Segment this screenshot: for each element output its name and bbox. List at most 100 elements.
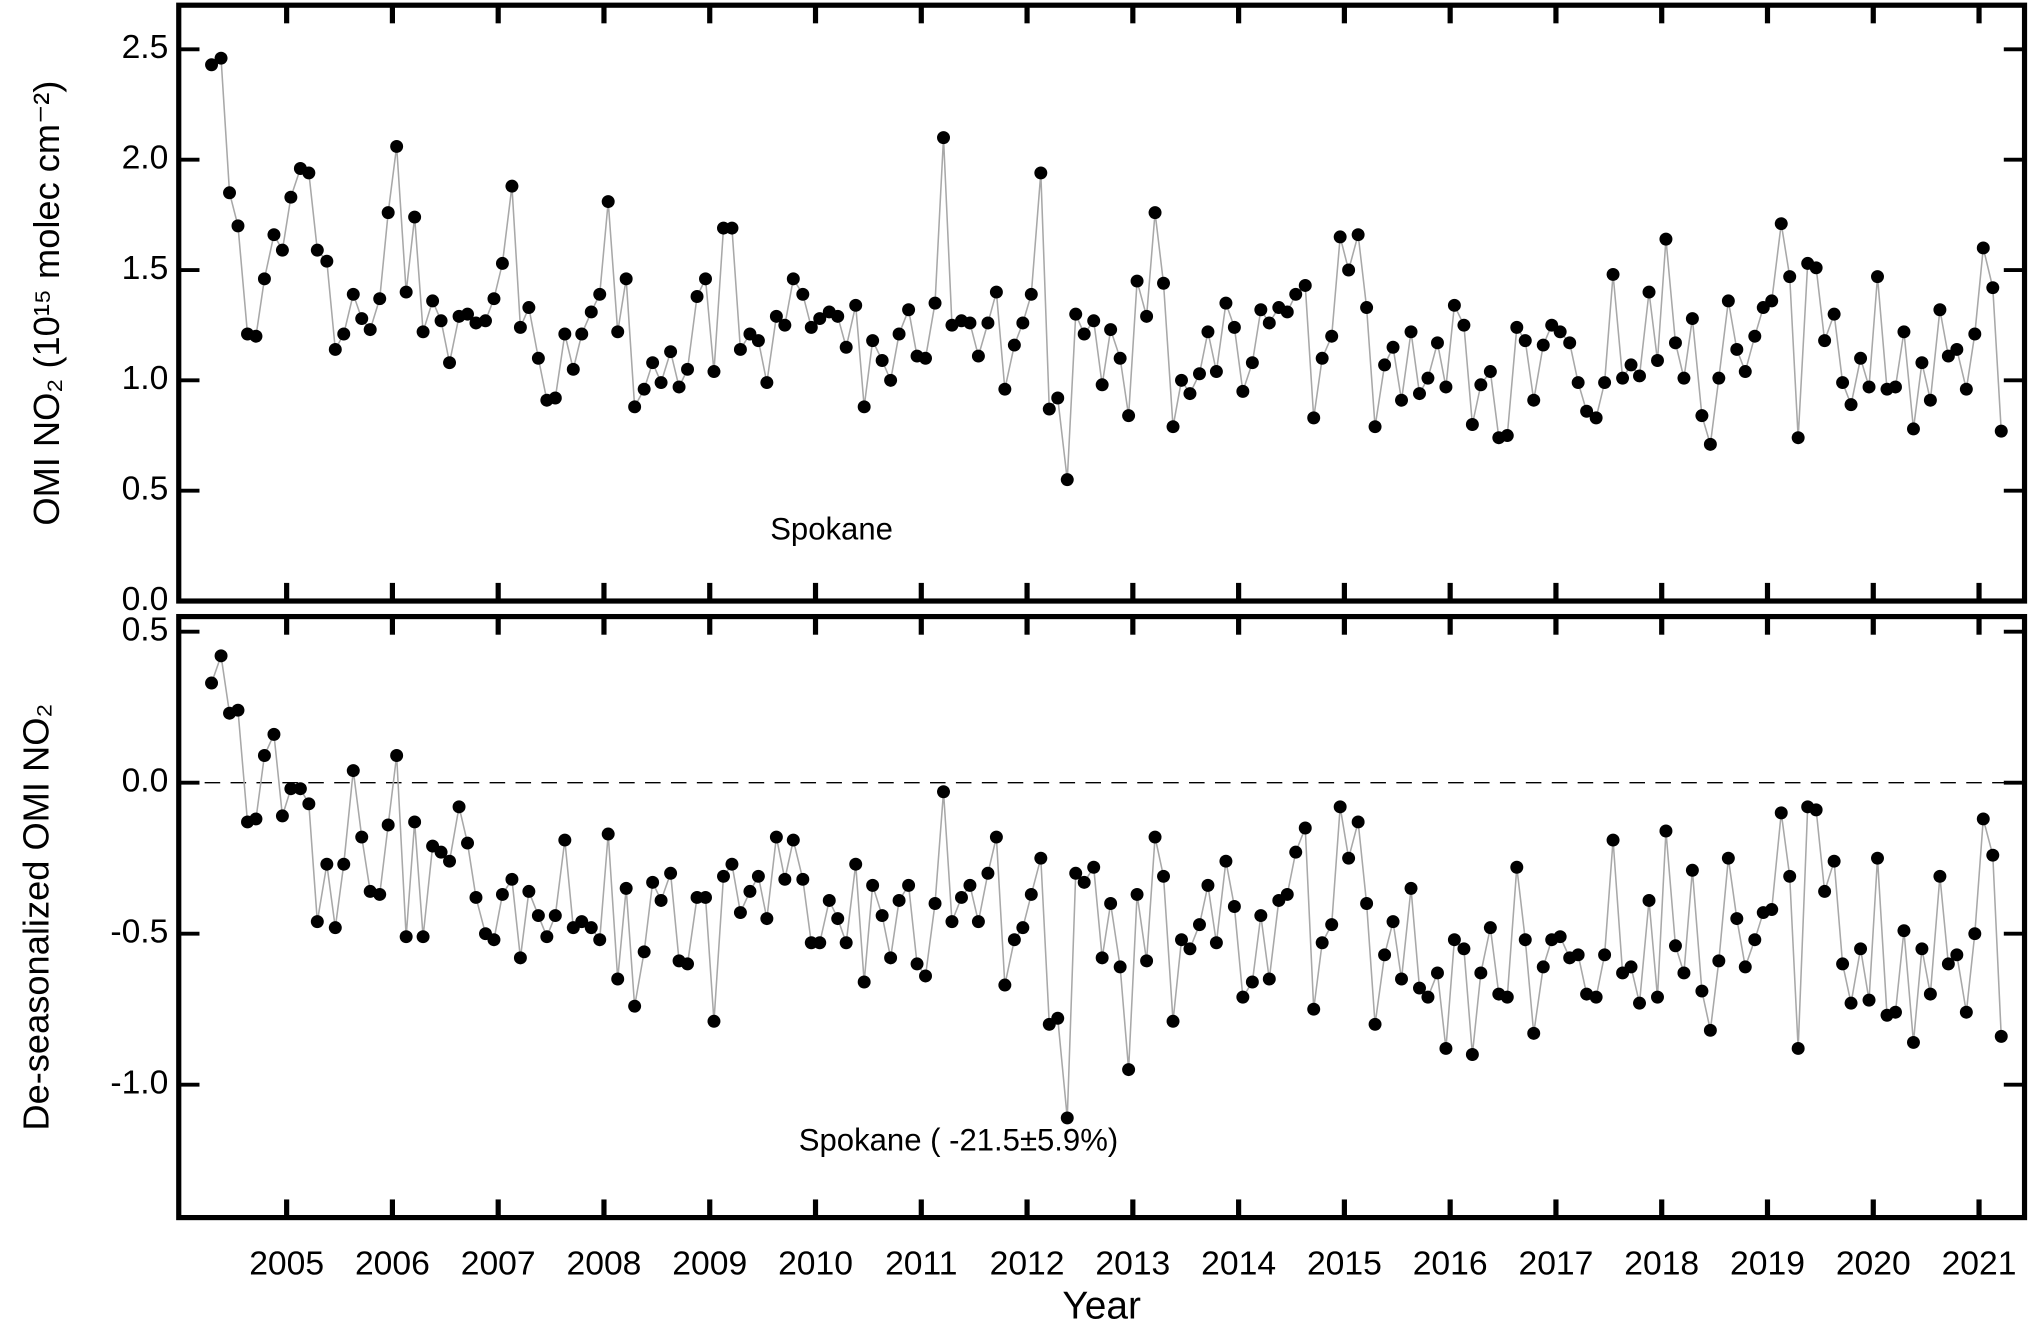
- data-point: [1395, 393, 1408, 407]
- data-point: [1774, 806, 1788, 820]
- data-point: [1994, 424, 2008, 438]
- data-point: [1157, 276, 1170, 290]
- x-tick-label: 2009: [672, 1245, 747, 1282]
- data-point: [1439, 380, 1453, 394]
- data-point: [1651, 354, 1664, 367]
- plot-frame: [176, 613, 2028, 1221]
- data-point: [1818, 334, 1832, 348]
- y-axis-label: OMI NO₂ (10¹⁵ molec cm⁻²): [26, 81, 67, 526]
- data-point: [223, 186, 236, 200]
- y-tick-label: 2.0: [122, 140, 169, 177]
- data-point: [1122, 1063, 1136, 1077]
- data-point: [1915, 356, 1929, 370]
- data-point: [575, 915, 589, 929]
- data-point: [1712, 371, 1726, 385]
- x-tick-label: 2007: [461, 1245, 536, 1282]
- data-point: [786, 272, 800, 286]
- data-point: [664, 866, 678, 880]
- data-point: [1633, 369, 1646, 383]
- data-point: [1219, 854, 1233, 868]
- x-tick-label: 2013: [1095, 1245, 1170, 1282]
- x-axis-label: Year: [1062, 1285, 1141, 1328]
- data-point: [381, 818, 395, 832]
- data-point: [416, 325, 430, 339]
- data-point: [1219, 296, 1233, 310]
- data-point: [1236, 990, 1250, 1004]
- data-point: [1889, 380, 1902, 394]
- data-point: [1175, 933, 1188, 947]
- data-point: [1774, 217, 1788, 231]
- data-point: [1536, 338, 1550, 352]
- y-tick-label: 0.0: [122, 763, 169, 800]
- data-point: [733, 342, 747, 356]
- data-point: [1950, 948, 1964, 962]
- data-point: [1783, 270, 1797, 284]
- data-point: [1307, 411, 1321, 425]
- data-point: [408, 815, 422, 829]
- data-point: [1783, 869, 1797, 883]
- data-point: [390, 139, 404, 153]
- data-point: [1703, 1023, 1717, 1037]
- data-point: [981, 866, 995, 880]
- data-point: [1695, 409, 1709, 423]
- data-point: [1536, 960, 1550, 974]
- data-point: [1077, 875, 1091, 889]
- data-point: [1016, 316, 1030, 330]
- data-point: [884, 951, 898, 965]
- data-point: [487, 292, 501, 306]
- data-point: [1933, 869, 1947, 883]
- data-point: [637, 382, 651, 396]
- data-point: [1413, 387, 1426, 401]
- data-point: [1298, 278, 1312, 292]
- data-point: [1563, 336, 1577, 350]
- data-point: [1254, 303, 1268, 317]
- data-point: [892, 893, 906, 907]
- data-point: [495, 887, 509, 901]
- data-point: [654, 893, 668, 907]
- data-point: [813, 312, 827, 326]
- data-point: [796, 287, 810, 301]
- data-point: [275, 243, 289, 257]
- data-point: [1227, 900, 1241, 913]
- data-point: [1976, 241, 1990, 255]
- x-tick-label: 2015: [1307, 1245, 1382, 1282]
- data-point: [479, 314, 492, 328]
- data-point: [1809, 803, 1823, 817]
- data-point: [1342, 263, 1356, 277]
- data-point: [1765, 294, 1779, 308]
- data-point: [214, 51, 228, 65]
- data-point: [355, 830, 369, 844]
- data-point: [1685, 863, 1699, 877]
- data-point: [302, 166, 316, 180]
- data-point: [628, 400, 642, 414]
- data-point: [328, 342, 342, 356]
- data-point: [355, 312, 369, 326]
- data-point: [1642, 893, 1656, 907]
- data-point: [399, 285, 413, 299]
- data-point: [778, 872, 792, 886]
- data-point: [1941, 957, 1955, 971]
- data-point: [769, 309, 783, 323]
- data-point: [989, 285, 1003, 299]
- data-point: [1738, 365, 1752, 379]
- data-point: [584, 921, 598, 935]
- data-point: [910, 957, 924, 971]
- data-point: [1378, 358, 1392, 372]
- x-tick-label: 2018: [1624, 1245, 1699, 1282]
- y-tick-label: 2.5: [122, 29, 169, 66]
- data-point: [690, 290, 704, 303]
- data-point: [945, 915, 959, 929]
- data-point: [1500, 990, 1514, 1004]
- data-point: [593, 287, 607, 301]
- data-point: [875, 354, 889, 367]
- data-point: [426, 294, 440, 308]
- data-point: [1447, 298, 1461, 312]
- data-point: [628, 999, 642, 1013]
- data-point: [408, 210, 422, 224]
- data-point: [1483, 365, 1497, 379]
- data-point: [1130, 887, 1144, 901]
- data-point: [601, 195, 615, 209]
- data-point: [963, 316, 977, 330]
- data-point: [831, 912, 845, 926]
